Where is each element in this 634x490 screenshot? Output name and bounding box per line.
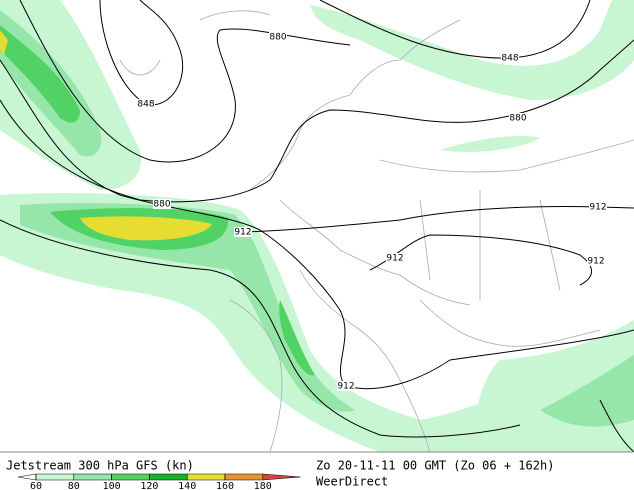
contour-label-bg <box>589 202 607 212</box>
contour-label: 912 <box>589 203 606 213</box>
contour-label: 912 <box>337 382 354 392</box>
contour-label: 880 <box>509 114 526 124</box>
colorbar-end <box>262 473 301 481</box>
contour-label: 912 <box>234 228 251 238</box>
colorbar-tick-label: 160 <box>216 481 234 490</box>
colorbar-segment <box>35 473 75 481</box>
contour-label-bg <box>587 256 605 266</box>
coastlines <box>119 10 634 453</box>
jet-bands <box>0 0 634 452</box>
colorbar-tick-label: 80 <box>68 481 80 490</box>
contour-label-bg <box>509 113 527 123</box>
contour-labels: 880 848 848 880 880 912 912 912 912 912 <box>137 32 607 392</box>
colorbar-tick-label: 60 <box>30 481 42 490</box>
colorbar-start <box>17 473 37 481</box>
contour-label: 880 <box>153 200 170 210</box>
contour-label: 912 <box>587 257 604 267</box>
contour-label-bg <box>137 99 155 109</box>
colorbar-segment <box>73 473 112 481</box>
colorbar-segment <box>149 473 188 481</box>
contour-label: 880 <box>269 33 286 43</box>
contours <box>0 0 634 453</box>
colorbar-segment <box>111 473 150 481</box>
source: WeerDirect <box>316 475 388 489</box>
contour-label: 912 <box>386 254 403 264</box>
contour-label-bg <box>234 227 252 237</box>
colorbar-segment <box>224 473 264 481</box>
contour-label-bg <box>386 253 404 263</box>
colorbar-segment <box>186 473 226 481</box>
colorbar-tick-label: 120 <box>140 481 158 490</box>
contour-label-bg <box>153 199 171 209</box>
contour-label: 848 <box>137 100 154 110</box>
contour-label-bg <box>337 381 355 391</box>
colorbar: 60 80 100 120 140 160 180 <box>17 473 301 490</box>
contour-label-bg <box>269 32 287 42</box>
timestamp: Zo 20-11-11 00 GMT (Zo 06 + 162h) <box>316 459 554 473</box>
colorbar-tick-label: 140 <box>178 481 196 490</box>
colorbar-tick-label: 100 <box>103 481 121 490</box>
colorbar-tick-label: 180 <box>254 481 272 490</box>
contour-label-bg <box>501 53 519 63</box>
legend-title: Jetstream 300 hPa GFS (kn) <box>6 459 194 473</box>
contour-label: 848 <box>501 54 518 64</box>
